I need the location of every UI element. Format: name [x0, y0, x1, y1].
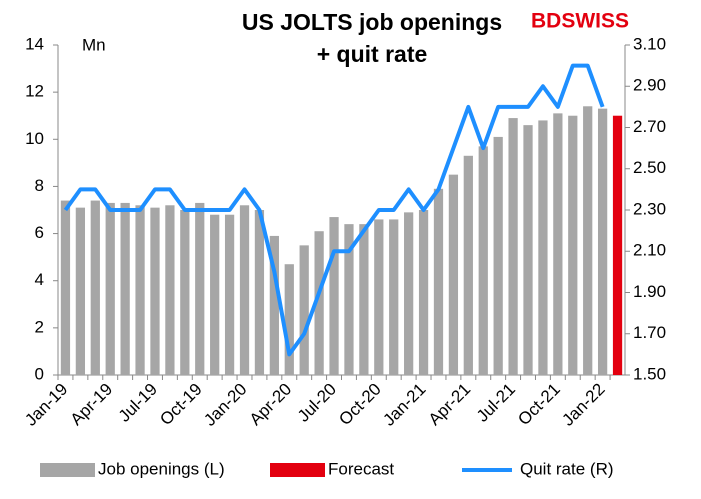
- x-tick-label: Jul-20: [294, 380, 340, 426]
- bar: [404, 212, 414, 375]
- bar: [493, 136, 503, 375]
- legend-label: Quit rate (R): [520, 459, 614, 478]
- bar: [195, 202, 205, 375]
- bar: [165, 205, 175, 375]
- x-tick-label: Jul-21: [473, 380, 519, 426]
- bar: [344, 224, 354, 375]
- bar: [150, 207, 160, 375]
- bar: [135, 205, 145, 375]
- bar: [463, 155, 473, 375]
- bar: [389, 219, 399, 375]
- legend-swatch: [270, 463, 325, 477]
- bar: [538, 120, 548, 375]
- bar: [359, 224, 369, 375]
- legend-label: Job openings (L): [98, 459, 225, 478]
- bar: [60, 200, 71, 375]
- y-tick-label: 10: [25, 129, 44, 148]
- y-tick-label: 0: [35, 364, 44, 383]
- y-tick-label: 6: [35, 223, 44, 242]
- x-tick-label: Jan-19: [21, 380, 71, 430]
- bar: [433, 188, 444, 375]
- chart-title: US JOLTS job openings: [242, 9, 502, 35]
- bar: [180, 210, 190, 375]
- bar: [612, 115, 623, 375]
- x-tick-label: Apr-19: [67, 380, 117, 430]
- y2-tick-label: 1.70: [633, 323, 666, 342]
- x-tick-label: Apr-21: [425, 380, 475, 430]
- x-tick-label: Jan-22: [558, 380, 608, 430]
- bar: [284, 264, 294, 375]
- chart-title: + quit rate: [317, 41, 428, 67]
- y2-tick-label: 1.90: [633, 282, 666, 301]
- x-tick-label: Jul-19: [115, 380, 161, 426]
- bar: [597, 108, 608, 376]
- y-tick-label: 14: [25, 34, 44, 53]
- line: [63, 63, 605, 357]
- bar: [553, 113, 563, 375]
- x-tick-label: Oct-21: [514, 380, 564, 430]
- bar: [299, 245, 309, 375]
- bar: [329, 217, 339, 375]
- bar: [583, 106, 593, 376]
- legend-swatch: [40, 463, 95, 477]
- y2-tick-label: 2.10: [633, 241, 666, 260]
- bar: [374, 219, 384, 375]
- x-tick-label: Oct-20: [335, 380, 385, 430]
- y2-tick-label: 2.90: [633, 76, 666, 95]
- y2-tick-label: 2.70: [633, 117, 666, 136]
- x-tick-label: Apr-20: [246, 380, 296, 430]
- bar: [224, 214, 235, 375]
- bar: [210, 214, 220, 375]
- x-tick-label: Jan-21: [379, 380, 429, 430]
- y2-tick-label: 2.30: [633, 199, 666, 218]
- y2-tick-label: 2.50: [633, 158, 666, 177]
- bar: [90, 200, 100, 375]
- bar: [75, 207, 86, 375]
- y2-tick-label: 3.10: [633, 34, 666, 53]
- bar: [448, 174, 459, 375]
- bar: [478, 146, 488, 375]
- logo: BDSWISS: [531, 10, 629, 33]
- bar: [568, 115, 578, 375]
- bar: [105, 202, 115, 375]
- x-tick-label: Jan-20: [200, 380, 250, 430]
- x-tick-label: Oct-19: [156, 380, 206, 430]
- bar: [120, 202, 130, 375]
- bar: [418, 210, 429, 375]
- y-tick-label: 4: [35, 270, 44, 289]
- bar: [314, 231, 324, 375]
- bar: [269, 235, 279, 375]
- bar: [508, 118, 518, 376]
- bar: [523, 125, 533, 376]
- bar: [239, 205, 250, 375]
- y2-tick-label: 1.50: [633, 364, 666, 383]
- y-tick-label: 12: [25, 82, 44, 101]
- bar: [254, 210, 265, 375]
- y-axis-label: Mn: [82, 35, 106, 54]
- y-tick-label: 2: [35, 317, 44, 336]
- y-tick-label: 8: [35, 176, 44, 195]
- legend-label: Forecast: [328, 459, 394, 478]
